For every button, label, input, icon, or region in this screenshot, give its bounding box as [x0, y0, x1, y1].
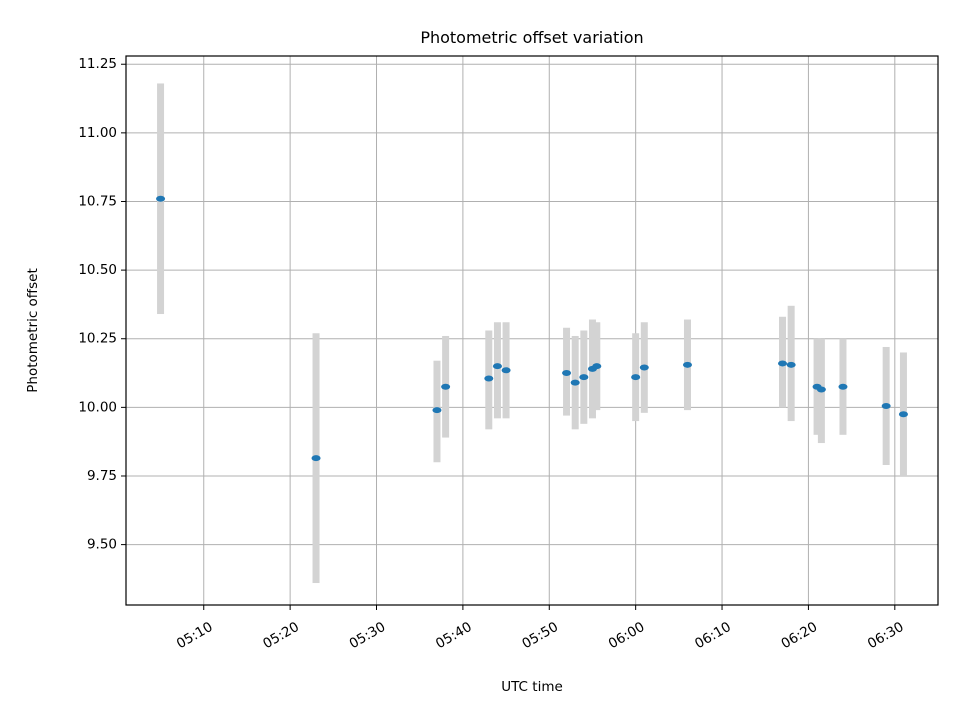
y-tick-label: 10.25 — [78, 331, 117, 347]
data-point — [838, 383, 848, 390]
data-point — [592, 363, 602, 370]
data-point — [881, 402, 891, 409]
x-axis-label: UTC time — [501, 679, 563, 695]
data-point — [631, 374, 641, 381]
data-point — [898, 411, 908, 418]
data-point — [156, 195, 166, 202]
data-point — [492, 363, 502, 370]
data-point — [682, 361, 692, 368]
data-points — [156, 195, 908, 462]
data-point — [441, 383, 451, 390]
plot-frame — [125, 55, 939, 606]
data-point — [484, 375, 494, 382]
y-tick-label: 10.00 — [78, 399, 117, 415]
data-point — [639, 364, 649, 371]
data-point — [311, 455, 321, 462]
data-point — [432, 407, 442, 414]
chart-title: Photometric offset variation — [420, 28, 643, 47]
y-axis-ticks: 9.50 9.75 10.00 10.25 10.50 10.75 11.00 11.25 — [78, 56, 126, 553]
error-bar — [493, 322, 501, 419]
y-tick-label: 10.75 — [78, 193, 117, 209]
y-tick-label: 11.00 — [78, 125, 117, 141]
data-point — [579, 374, 589, 381]
grid — [126, 56, 938, 605]
y-tick-label: 9.75 — [87, 468, 117, 484]
y-axis-label: Photometric offset — [25, 268, 41, 392]
y-tick-label: 11.25 — [78, 56, 117, 72]
data-point — [570, 379, 580, 386]
data-point — [786, 361, 796, 368]
data-point — [562, 370, 572, 377]
data-point — [778, 360, 788, 367]
data-point — [816, 386, 826, 393]
y-tick-label: 10.50 — [78, 262, 117, 278]
y-tick-label: 9.50 — [87, 537, 117, 553]
data-point — [501, 367, 511, 374]
